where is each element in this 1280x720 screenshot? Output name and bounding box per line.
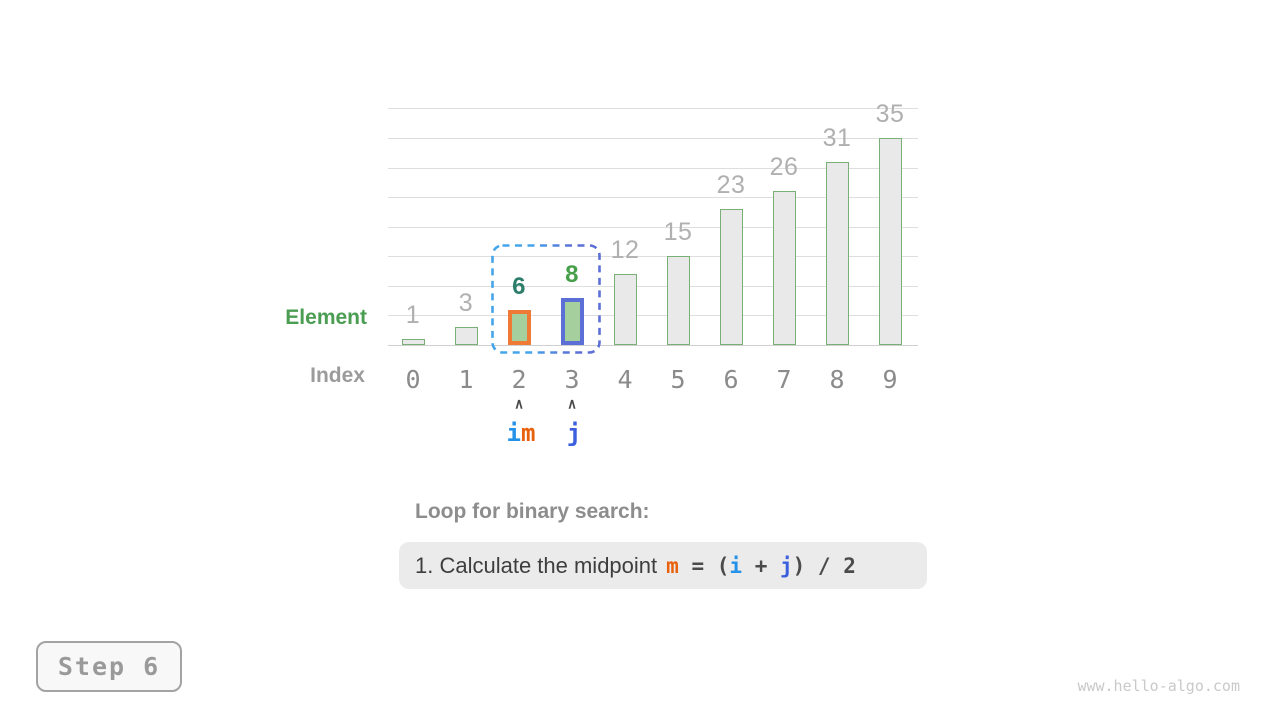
bar: [878, 137, 902, 345]
index-label: 3: [564, 365, 580, 394]
formula-token: j: [779, 553, 793, 578]
bar: [719, 208, 743, 345]
formula-prefix-text: 1. Calculate the midpoint: [415, 552, 658, 578]
index-label: 2: [511, 365, 527, 394]
bar: [401, 339, 425, 345]
gridline: [388, 285, 918, 287]
formula-box: 1. Calculate the midpoint m = (i + j) / …: [399, 542, 927, 589]
formula-token: (: [716, 553, 730, 578]
pointer-char-j: j: [566, 419, 582, 447]
bar-value-label: 1: [405, 301, 421, 330]
bar: [825, 161, 849, 345]
pointer-char-m: m: [521, 419, 536, 447]
pointer-caret-icon: ∧: [514, 395, 524, 412]
pointer-label: j: [534, 420, 614, 446]
index-label: 9: [882, 365, 898, 394]
index-label: 0: [405, 365, 421, 394]
bar: [507, 309, 531, 345]
index-axis-label: Index: [310, 364, 365, 387]
gridline: [388, 256, 918, 258]
bar: [666, 256, 690, 345]
formula-token: +: [742, 553, 780, 578]
selection-range-box: [491, 244, 601, 354]
formula-token: i: [729, 553, 743, 578]
watermark-text: www.hello-algo.com: [1077, 677, 1240, 695]
index-label: 8: [829, 365, 845, 394]
formula-token: m: [666, 553, 679, 578]
formula-token: =: [678, 553, 717, 578]
formula-token: ) / 2: [792, 553, 856, 578]
bar: [772, 191, 796, 345]
index-label: 7: [776, 365, 792, 394]
pointer-char-i: i: [506, 419, 521, 447]
element-axis-label: Element: [285, 306, 367, 329]
bar: [560, 297, 584, 345]
bar-value-label: 35: [875, 99, 905, 128]
gridline: [388, 315, 918, 317]
bar: [613, 274, 637, 345]
bar: [454, 327, 478, 345]
index-label: 1: [458, 365, 474, 394]
gridline: [388, 108, 918, 110]
bar-value-label: 26: [769, 153, 799, 182]
gridline: [388, 197, 918, 199]
bar-value-label: 3: [458, 289, 474, 318]
bar-value-label: 6: [512, 272, 526, 300]
bar-value-label: 12: [610, 236, 640, 264]
gridline: [388, 137, 918, 139]
x-axis-line: [388, 345, 918, 346]
formula-expression: m = (i + j) / 2: [666, 554, 856, 578]
step-indicator-badge: Step 6: [36, 641, 182, 692]
bar-value-label: 23: [716, 170, 746, 199]
pointer-caret-icon: ∧: [567, 395, 577, 412]
index-label: 5: [670, 365, 686, 394]
bar-value-label: 8: [565, 260, 579, 288]
index-label: 4: [617, 365, 633, 394]
gridline: [388, 226, 918, 228]
gridline: [388, 167, 918, 169]
bar-value-label: 15: [663, 218, 693, 247]
bar-value-label: 31: [822, 123, 852, 152]
caption-heading: Loop for binary search:: [415, 500, 650, 523]
index-label: 6: [723, 365, 739, 394]
